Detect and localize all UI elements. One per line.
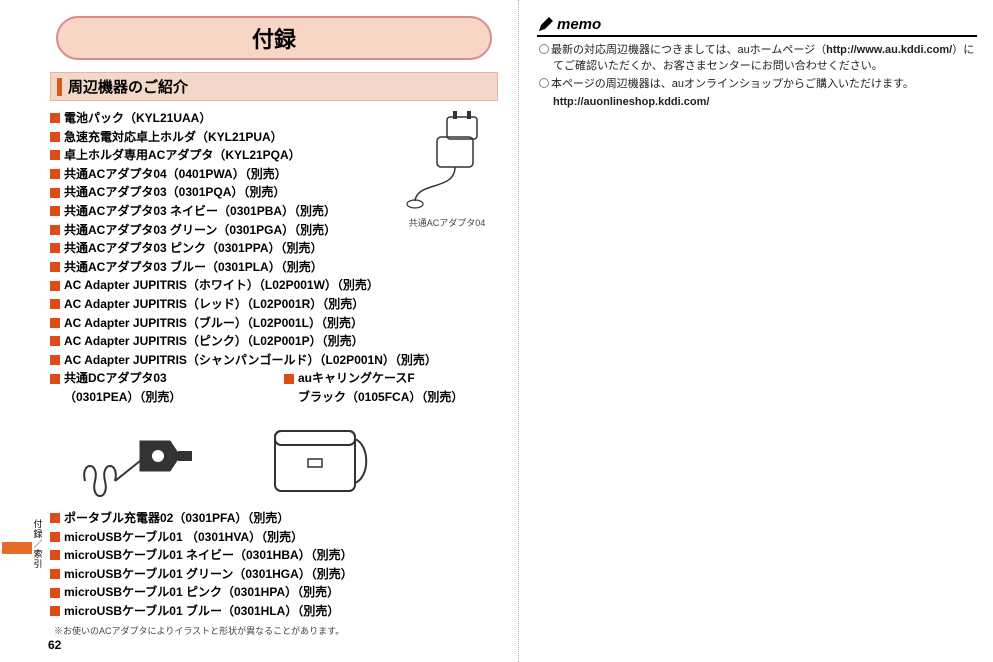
bullet-icon xyxy=(50,606,60,616)
right-column: memo 最新の対応周辺機器につきましては、auホームページ（http://ww… xyxy=(518,0,993,662)
bullet-icon xyxy=(50,318,60,328)
adapter-caption: 共通ACアダプタ04 xyxy=(392,216,502,229)
item-label: 共通ACアダプタ03 グリーン（0301PGA）（別売） xyxy=(64,221,336,240)
item-label: AC Adapter JUPITRIS（レッド）（L02P001R）（別売） xyxy=(64,295,364,314)
item-label: microUSBケーブル01 ネイビー（0301HBA）（別売） xyxy=(64,546,353,565)
pencil-icon xyxy=(537,17,553,33)
memo-header: memo xyxy=(537,16,977,37)
item-label-sub: ブラック（0105FCA）（別売） xyxy=(284,388,498,405)
list-item: AC Adapter JUPITRIS（シャンパンゴールド）（L02P001N）… xyxy=(50,351,498,370)
accessory-list-a: 共通ACアダプタ04 電池パック（KYL21UAA） 急速充電対応卓上ホルダ（K… xyxy=(50,109,498,369)
dc-adapter-icon xyxy=(70,411,210,503)
item-label: 共通ACアダプタ03 ネイビー（0301PBA）（別売） xyxy=(64,202,336,221)
bullet-icon xyxy=(50,113,60,123)
list-item: 共通ACアダプタ03 ピンク（0301PPA）（別売） xyxy=(50,239,498,258)
list-item: microUSBケーブル01 グリーン（0301HGA）（別売） xyxy=(50,565,498,584)
item-label: microUSBケーブル01 ブルー（0301HLA）（別売） xyxy=(64,602,339,621)
bullet-icon xyxy=(50,132,60,142)
item-label: 電池パック（KYL21UAA） xyxy=(64,109,211,128)
item-label: AC Adapter JUPITRIS（シャンパンゴールド）（L02P001N）… xyxy=(64,351,437,370)
left-column: 付録 周辺機器のご紹介 共通ACアダプタ04 電池パック（KYL21UAA） 急… xyxy=(0,0,510,662)
memo-text-1: 最新の対応周辺機器につきましては、auホームページ（http://www.au.… xyxy=(551,44,974,72)
memo-title: memo xyxy=(557,16,601,33)
item-label: ポータブル充電器02（0301PFA）（別売） xyxy=(64,509,289,528)
page-number: 62 xyxy=(48,638,61,652)
list-item: AC Adapter JUPITRIS（レッド）（L02P001R）（別売） xyxy=(50,295,498,314)
pair-right: auキャリングケースF ブラック（0105FCA）（別売） xyxy=(284,369,498,405)
bullet-icon xyxy=(50,188,60,198)
ac-adapter-illustration: 共通ACアダプタ04 xyxy=(392,111,502,229)
item-label: 共通ACアダプタ03 ブルー（0301PLA）（別売） xyxy=(64,258,323,277)
bullet-icon xyxy=(50,532,60,542)
bullet-icon xyxy=(50,513,60,523)
item-label: auキャリングケースF xyxy=(298,369,415,388)
bullet-icon xyxy=(50,262,60,272)
accessory-pair-row: 共通DCアダプタ03 （0301PEA）（別売） auキャリングケースF ブラッ… xyxy=(50,369,498,405)
item-label: AC Adapter JUPITRIS（ホワイト）（L02P001W）（別売） xyxy=(64,276,379,295)
item-label: microUSBケーブル01 （0301HVA）（別売） xyxy=(64,528,303,547)
list-item: 共通ACアダプタ03 ブルー（0301PLA）（別売） xyxy=(50,258,498,277)
list-item: microUSBケーブル01 ブルー（0301HLA）（別売） xyxy=(50,602,498,621)
item-label: 卓上ホルダ専用ACアダプタ（KYL21PQA） xyxy=(64,146,301,165)
list-item: ポータブル充電器02（0301PFA）（別売） xyxy=(50,509,498,528)
item-label: microUSBケーブル01 グリーン（0301HGA）（別売） xyxy=(64,565,353,584)
item-label: 共通ACアダプタ03（0301PQA）（別売） xyxy=(64,183,285,202)
item-label: 共通ACアダプタ03 ピンク（0301PPA）（別売） xyxy=(64,239,323,258)
list-item: microUSBケーブル01 ネイビー（0301HBA）（別売） xyxy=(50,546,498,565)
product-illustrations xyxy=(50,405,498,509)
bullet-icon xyxy=(50,150,60,160)
memo-item: 本ページの周辺機器は、auオンラインショップからご購入いただけます。 xyxy=(539,77,975,93)
memo-body: 最新の対応周辺機器につきましては、auホームページ（http://www.au.… xyxy=(537,37,977,117)
bullet-icon xyxy=(50,569,60,579)
section-accent-bar xyxy=(57,78,62,96)
ring-bullet-icon xyxy=(539,78,549,88)
bullet-icon xyxy=(50,299,60,309)
bullet-icon xyxy=(50,243,60,253)
memo-link: http://auonlineshop.kddi.com/ xyxy=(539,95,975,111)
item-label: 急速充電対応卓上ホルダ（KYL21PUA） xyxy=(64,128,283,147)
list-item: AC Adapter JUPITRIS（ブルー）（L02P001L）（別売） xyxy=(50,314,498,333)
footnote: ※お使いのACアダプタによりイラストと形状が異なることがあります。 xyxy=(50,624,498,637)
page-ribbon-title: 付録 xyxy=(56,16,492,60)
pair-left: 共通DCアダプタ03 （0301PEA）（別売） xyxy=(50,369,264,405)
side-tab-label: 付録／索引 xyxy=(32,520,44,569)
item-label: microUSBケーブル01 ピンク（0301HPA）（別売） xyxy=(64,583,339,602)
list-item: AC Adapter JUPITRIS（ホワイト）（L02P001W）（別売） xyxy=(50,276,498,295)
bullet-icon xyxy=(50,355,60,365)
list-item: microUSBケーブル01 ピンク（0301HPA）（別売） xyxy=(50,583,498,602)
bullet-icon xyxy=(284,374,294,384)
bullet-icon xyxy=(50,550,60,560)
list-item: AC Adapter JUPITRIS（ピンク）（L02P001P）（別売） xyxy=(50,332,498,351)
item-label: AC Adapter JUPITRIS（ブルー）（L02P001L）（別売） xyxy=(64,314,363,333)
bullet-icon xyxy=(50,374,60,384)
accessory-list-b: ポータブル充電器02（0301PFA）（別売） microUSBケーブル01 （… xyxy=(50,509,498,621)
item-label-sub: （0301PEA）（別売） xyxy=(50,388,264,405)
carrying-case-icon xyxy=(250,411,390,503)
bullet-icon xyxy=(50,336,60,346)
list-item: microUSBケーブル01 （0301HVA）（別売） xyxy=(50,528,498,547)
bullet-icon xyxy=(50,206,60,216)
bullet-icon xyxy=(50,588,60,598)
adapter-icon xyxy=(397,111,497,211)
memo-item: 最新の対応周辺機器につきましては、auホームページ（http://www.au.… xyxy=(539,43,975,75)
section-header: 周辺機器のご紹介 xyxy=(50,72,498,101)
section-title-text: 周辺機器のご紹介 xyxy=(68,76,188,97)
memo-text-2: 本ページの周辺機器は、auオンラインショップからご購入いただけます。 xyxy=(551,78,914,90)
bullet-icon xyxy=(50,281,60,291)
ribbon-text: 付録 xyxy=(252,27,296,52)
item-label: AC Adapter JUPITRIS（ピンク）（L02P001P）（別売） xyxy=(64,332,364,351)
item-label: 共通DCアダプタ03 xyxy=(64,369,167,388)
bullet-icon xyxy=(50,169,60,179)
ring-bullet-icon xyxy=(539,44,549,54)
bullet-icon xyxy=(50,225,60,235)
item-label: 共通ACアダプタ04（0401PWA）（別売） xyxy=(64,165,287,184)
